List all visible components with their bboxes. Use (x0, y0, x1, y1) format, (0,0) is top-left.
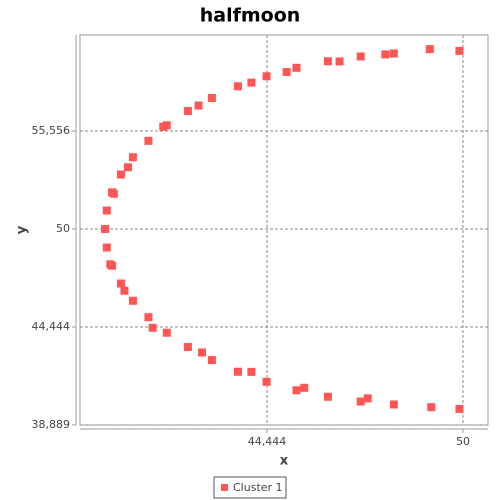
point (389, 49, 398, 58)
legend-box (213, 476, 287, 499)
point (262, 377, 271, 386)
legend: Cluster 1 (213, 476, 287, 499)
point (356, 52, 365, 61)
legend-swatch (221, 484, 228, 491)
point (262, 72, 271, 81)
point (247, 367, 256, 376)
point (123, 163, 132, 172)
point (292, 63, 301, 72)
point (109, 189, 118, 198)
point (323, 57, 332, 66)
point (455, 46, 464, 55)
point (233, 82, 242, 91)
point (207, 93, 216, 102)
point (335, 57, 344, 66)
point (144, 313, 153, 322)
point (455, 404, 464, 413)
point (144, 136, 153, 145)
point (101, 225, 110, 234)
point (389, 400, 398, 409)
point (363, 394, 372, 403)
point (198, 348, 207, 357)
point (183, 343, 192, 352)
point (159, 122, 168, 131)
point (427, 403, 436, 412)
point (106, 260, 115, 269)
y-tick-label: 50 (56, 222, 70, 235)
point (323, 392, 332, 401)
point (116, 170, 125, 179)
point (116, 279, 125, 288)
y-tick-label: 44,444 (32, 320, 71, 333)
point (128, 296, 137, 305)
point (292, 386, 301, 395)
point (102, 206, 111, 215)
point (207, 356, 216, 365)
point (183, 107, 192, 116)
point (194, 101, 203, 110)
legend-label: Cluster 1 (233, 481, 283, 494)
point (356, 397, 365, 406)
point (381, 50, 390, 59)
point (102, 243, 111, 252)
y-tick-label: 55,556 (32, 124, 71, 137)
point (162, 328, 171, 337)
point (282, 68, 291, 77)
x-tick-label: 50 (456, 435, 470, 448)
x-tick-label: 44,444 (248, 435, 287, 448)
chart-title: halfmoon (200, 5, 301, 27)
point (128, 153, 137, 162)
y-tick-label: 38,889 (32, 418, 71, 431)
point (247, 78, 256, 87)
point (425, 45, 434, 54)
y-axis-label: y (15, 225, 30, 234)
point (148, 323, 157, 332)
point (120, 286, 129, 295)
point (300, 383, 309, 392)
point (233, 367, 242, 376)
plot-area (79, 34, 489, 426)
x-axis-label: x (280, 454, 289, 469)
